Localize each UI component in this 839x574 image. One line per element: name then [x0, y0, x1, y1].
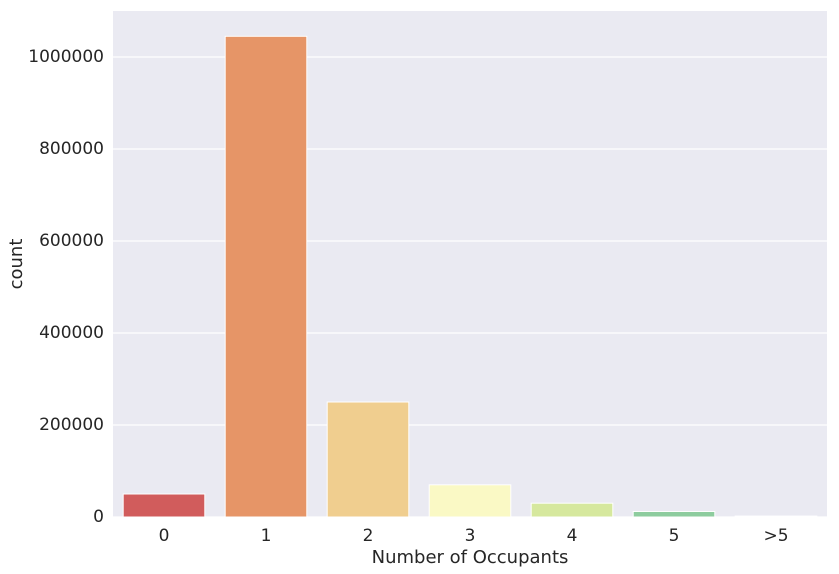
bar-0: [122, 493, 206, 518]
bar-3: [428, 484, 512, 518]
x-tick-label: 2: [363, 526, 374, 546]
y-axis-title: count: [6, 239, 27, 290]
plot-background: [113, 11, 827, 517]
y-axis-ticks: 0 200000 400000 600000 800000 1000000: [28, 47, 104, 527]
x-tick-label: 1: [261, 526, 272, 546]
bar-4: [530, 502, 614, 518]
bar-1: [224, 35, 308, 518]
x-tick-label: 5: [669, 526, 680, 546]
x-axis-title: Number of Occupants: [372, 547, 569, 568]
bar-5: [632, 510, 716, 518]
x-tick-label: 3: [465, 526, 476, 546]
y-tick-label: 1000000: [28, 47, 104, 67]
x-axis-ticks: 0 1 2 3 4 5 >5: [159, 526, 789, 546]
y-tick-label: 600000: [39, 231, 104, 251]
bar-gt5: [734, 515, 818, 518]
y-tick-label: 0: [93, 507, 104, 527]
bars: [122, 35, 818, 518]
x-tick-label: >5: [763, 526, 788, 546]
y-tick-label: 200000: [39, 415, 104, 435]
x-tick-label: 0: [159, 526, 170, 546]
bar-2: [326, 401, 410, 518]
x-tick-label: 4: [567, 526, 578, 546]
y-tick-label: 800000: [39, 139, 104, 159]
y-tick-label: 400000: [39, 323, 104, 343]
